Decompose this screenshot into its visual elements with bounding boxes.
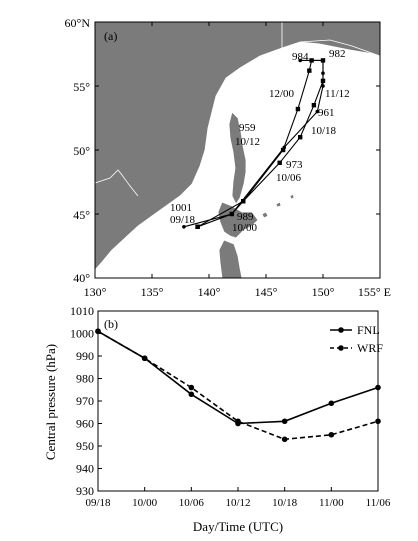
series-line-fnl: [97, 330, 379, 425]
coastline-detail: [94, 169, 139, 197]
series-point-wrf: [95, 328, 101, 335]
x-axis: 09/18 10/00 10/06 10/12 10/18 11/00 11/06: [85, 487, 391, 509]
x-tick-label: 09/18: [85, 497, 111, 509]
series-point-fnl: [328, 400, 335, 407]
lon-label-145: 145°: [255, 285, 278, 299]
series-point-wrf: [281, 436, 288, 443]
legend-marker-fnl: [338, 327, 344, 333]
series-point-fnl: [188, 391, 195, 398]
lat-label-50: 50°: [73, 144, 90, 158]
track-square-marker: [280, 147, 286, 153]
series-point-fnl: [375, 384, 381, 391]
x-tick-label: 11/00: [319, 497, 344, 509]
chart-legend: FNL WRF: [330, 323, 383, 355]
annotation-1001: 1001: [170, 202, 192, 214]
lon-label-135: 135°: [141, 285, 164, 299]
panel-a-map: 60°N 55° 50° 45° 40° 130° 135° 140° 145°…: [65, 16, 391, 299]
y-tick-label: 1000: [70, 327, 94, 341]
y-axis: 930 940 950 960 970 980 990 1000 1010: [70, 304, 102, 498]
lon-label-150: 150°: [312, 285, 335, 299]
annotation-984: 984: [292, 51, 309, 63]
annotation-961: 961: [318, 107, 335, 119]
y-tick-label: 970: [76, 394, 94, 408]
track-square-marker: [277, 160, 282, 165]
annotation-10-06: 10/06: [276, 172, 302, 184]
y-tick-label: 1010: [70, 304, 94, 318]
x-tick-label: 11/06: [366, 497, 391, 509]
x-tick-label: 10/12: [225, 497, 250, 509]
annotation-10-00: 10/00: [232, 222, 258, 234]
track-square-marker: [295, 106, 301, 112]
track-square-marker: [307, 68, 312, 73]
track-square-marker: [298, 135, 303, 140]
x-tick-label: 10/18: [272, 497, 298, 509]
lon-label-155: 155° E: [358, 285, 391, 299]
map-ticks: [94, 21, 381, 279]
hokkaido-island: [217, 201, 259, 239]
panel-a-label: (a): [104, 29, 117, 43]
lat-label-55: 55°: [73, 80, 90, 94]
track-annotations: 984 982 12/00 11/12 961 959 10/12 10/18 …: [170, 48, 350, 234]
y-tick-label: 940: [76, 462, 94, 476]
sakhalin-island: [228, 111, 247, 205]
track-circle-marker: [282, 145, 287, 150]
annotation-11-12: 11/12: [325, 88, 350, 100]
lat-label-40: 40°: [73, 271, 90, 285]
y-tick-label: 950: [76, 439, 94, 453]
annotation-982: 982: [329, 48, 346, 60]
y-axis-label: Central pressure (hPa): [43, 344, 58, 460]
track-circle-marker: [230, 212, 234, 216]
annotation-10-18: 10/18: [311, 125, 337, 137]
annotation-973: 973: [286, 159, 303, 171]
series-point-wrf: [328, 431, 335, 438]
series-point-wrf: [188, 384, 195, 391]
track-circle-marker: [321, 71, 325, 75]
kuril-islands: [261, 193, 295, 219]
y-tick-label: 960: [76, 417, 94, 431]
mainland-asia: [94, 21, 381, 272]
track-square-marker: [241, 199, 246, 204]
y-tick-label: 990: [76, 349, 94, 363]
lon-label-130: 130°: [84, 285, 107, 299]
panel-b-label: (b): [104, 317, 118, 331]
track-line-2: [183, 59, 324, 228]
annotation-959: 959: [239, 122, 256, 134]
annotation-12-00: 12/00: [269, 88, 295, 100]
series-point-wrf: [235, 418, 241, 425]
series-point-wrf: [141, 355, 148, 362]
track-circle-marker: [182, 225, 186, 229]
x-tick-label: 10/00: [132, 497, 158, 509]
legend-label-wrf: WRF: [357, 341, 383, 355]
lat-label-45: 45°: [73, 208, 90, 222]
series-point-wrf: [375, 418, 381, 425]
annotation-989: 989: [237, 211, 254, 223]
x-tick-label: 10/06: [179, 497, 205, 509]
track-circle-marker: [298, 58, 303, 63]
x-axis-label: Day/Time (UTC): [193, 519, 283, 534]
lon-label-140: 140°: [198, 285, 221, 299]
legend-label-fnl: FNL: [357, 323, 380, 337]
track-square-marker: [311, 103, 317, 108]
annotation-10-12: 10/12: [235, 136, 260, 148]
series-point-fnl: [281, 418, 288, 425]
panel-b-chart: (b) 930 940 950 960 970 980 990 1000 1010 09/18 1…: [43, 304, 391, 534]
lat-label-60: 60°N: [65, 16, 91, 30]
y-tick-label: 980: [76, 372, 94, 386]
legend-marker-wrf: [338, 345, 344, 351]
y-tick-label: 930: [76, 484, 94, 498]
storm-tracks: [182, 58, 326, 229]
track-circle-marker: [321, 58, 325, 63]
track-circle-marker: [321, 84, 325, 88]
track-circle-marker: [315, 109, 320, 114]
track-square-marker: [195, 224, 200, 229]
annotation-09-18: 09/18: [170, 214, 196, 226]
chart-series: [95, 328, 381, 443]
